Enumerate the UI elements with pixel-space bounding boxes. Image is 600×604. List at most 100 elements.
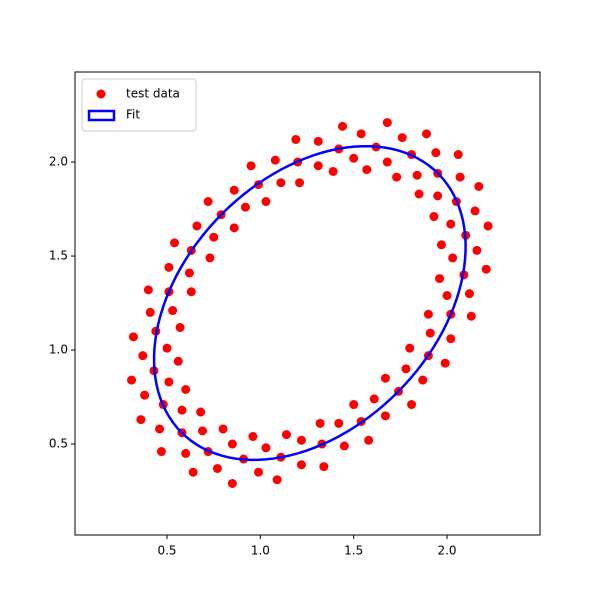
- data-point: [181, 448, 191, 458]
- data-point: [143, 285, 153, 295]
- data-point: [188, 467, 198, 477]
- data-point: [328, 166, 338, 176]
- data-point: [401, 364, 411, 374]
- data-point: [229, 223, 239, 233]
- data-point: [380, 411, 390, 421]
- data-point: [203, 197, 213, 207]
- data-point: [175, 322, 185, 332]
- data-point: [164, 262, 174, 272]
- data-point: [218, 424, 228, 434]
- x-tick-label: 1.0: [251, 544, 270, 558]
- data-point: [397, 133, 407, 143]
- data-point: [313, 161, 323, 171]
- data-point: [156, 447, 166, 457]
- data-point: [164, 377, 174, 387]
- data-point: [407, 400, 417, 410]
- data-point: [253, 467, 263, 477]
- data-point: [382, 118, 392, 128]
- data-point: [431, 148, 441, 158]
- data-point: [136, 415, 146, 425]
- data-point: [470, 206, 480, 216]
- data-point: [173, 356, 183, 366]
- data-point: [240, 202, 250, 212]
- data-point: [168, 306, 178, 316]
- data-point: [272, 475, 282, 485]
- data-point: [453, 150, 463, 160]
- data-point: [127, 375, 137, 385]
- data-point: [435, 274, 445, 284]
- data-point: [466, 311, 476, 321]
- data-point: [270, 155, 280, 165]
- data-point: [186, 287, 196, 297]
- data-point: [181, 385, 191, 395]
- data-point: [364, 435, 374, 445]
- x-tick-label: 1.5: [344, 544, 363, 558]
- data-point: [319, 462, 329, 472]
- data-point: [155, 424, 165, 434]
- data-point: [334, 418, 344, 428]
- data-point: [369, 394, 379, 404]
- data-point: [296, 460, 306, 470]
- data-point: [138, 351, 148, 361]
- data-point: [448, 253, 458, 263]
- data-point: [425, 328, 435, 338]
- data-point: [295, 178, 305, 188]
- data-point: [382, 157, 392, 167]
- data-point: [338, 121, 348, 131]
- data-point: [474, 181, 484, 191]
- data-point: [209, 232, 219, 242]
- data-point: [414, 189, 424, 199]
- plot-frame: [74, 71, 541, 536]
- data-point: [422, 129, 432, 139]
- legend-marker: [96, 89, 106, 99]
- data-point: [455, 172, 465, 182]
- x-tick-label: 0.5: [157, 544, 176, 558]
- data-point: [177, 405, 187, 415]
- data-point: [196, 407, 206, 417]
- data-point: [276, 178, 286, 188]
- data-point: [169, 238, 179, 248]
- legend-label: Fit: [126, 108, 140, 122]
- data-point: [296, 435, 306, 445]
- data-point: [356, 129, 366, 139]
- data-point: [412, 170, 422, 180]
- data-point: [197, 426, 207, 436]
- data-point: [248, 431, 258, 441]
- data-point: [429, 212, 439, 222]
- data-point: [380, 373, 390, 383]
- data-point: [349, 400, 359, 410]
- data-point: [442, 291, 452, 301]
- data-point: [246, 161, 256, 171]
- data-point: [140, 390, 150, 400]
- data-point: [472, 245, 482, 255]
- data-point: [261, 443, 271, 453]
- data-point: [433, 191, 443, 201]
- data-point: [229, 185, 239, 195]
- data-point: [227, 439, 237, 449]
- data-point: [145, 307, 155, 317]
- data-point: [291, 134, 301, 144]
- legend-label: test data: [126, 87, 180, 101]
- legend-box: [81, 78, 197, 132]
- data-point: [362, 165, 372, 175]
- data-point: [440, 358, 450, 368]
- data-point: [349, 153, 359, 163]
- y-tick-label: 2.0: [49, 155, 68, 169]
- data-point: [227, 478, 237, 488]
- data-point: [205, 253, 215, 263]
- data-point: [281, 430, 291, 440]
- data-point: [315, 418, 325, 428]
- y-tick-label: 0.5: [49, 437, 68, 451]
- data-point: [418, 375, 428, 385]
- data-point: [446, 219, 456, 229]
- data-point: [446, 334, 456, 344]
- data-point: [392, 172, 402, 182]
- legend-marker: [87, 109, 116, 122]
- data-point: [423, 309, 433, 319]
- x-tick-label: 2.0: [437, 544, 456, 558]
- data-point: [464, 289, 474, 299]
- data-point: [405, 343, 415, 353]
- data-point: [261, 197, 271, 207]
- data-point: [184, 268, 194, 278]
